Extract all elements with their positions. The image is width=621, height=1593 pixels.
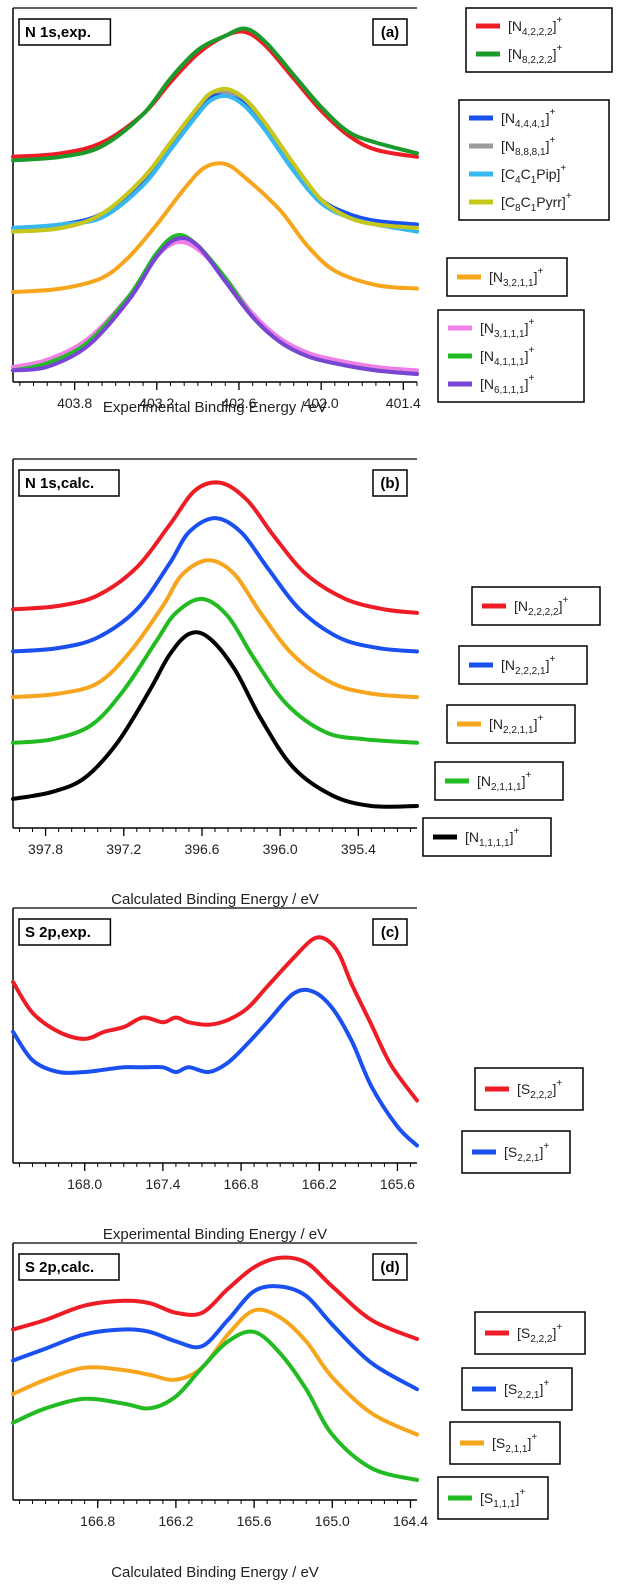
panel-tag-box <box>18 18 112 46</box>
panel-2: 397.8 397.2 396.6 396.0 395.4 Calculated Bind… <box>11 458 601 908</box>
series-line-orange <box>11 558 419 700</box>
x-tick-label: 397.8 <box>28 841 63 857</box>
panel-tag-box <box>18 1253 120 1281</box>
legend-label-3-0-0: [S2,2,2]+ <box>517 1078 562 1101</box>
x-axis-label: Experimental Binding Energy / eV <box>103 399 327 416</box>
panel-tag: S 2p,calc. <box>25 1259 94 1276</box>
x-tick-label: 397.2 <box>106 841 141 857</box>
series-line-green <box>11 1329 419 1482</box>
x-tick-label: 395.4 <box>341 841 376 857</box>
x-axis-label: Calculated Binding Energy / eV <box>111 891 319 908</box>
legend-label-2-3-0: [N2,1,1,1]+ <box>477 770 531 793</box>
legend-box-4-3 <box>437 1476 549 1520</box>
panel-letter: (a) <box>381 24 399 41</box>
series-line-orange <box>11 161 419 295</box>
x-tick-label: 167.4 <box>145 1176 180 1192</box>
legend-label-1-1-3: [C8C1Pyrr]+ <box>501 191 572 214</box>
x-tick-label: 403.8 <box>57 395 92 411</box>
panel-1: 403.8 403.2 402.6 402.0 401.4 Experimental Bi… <box>11 7 613 416</box>
legend-label-3-1-0: [S2,2,1]+ <box>504 1141 549 1164</box>
legend-label-1-0-1: [N8,2,2,2]+ <box>508 43 562 66</box>
series-line-red <box>11 480 419 615</box>
panel-letter-box <box>372 469 408 497</box>
panel-letter: (d) <box>380 1259 399 1276</box>
x-tick-label: 168.0 <box>67 1176 102 1192</box>
legend-box-1-0 <box>465 7 613 73</box>
legend-label-2-0-0: [N2,2,2,2]+ <box>514 595 568 618</box>
legend-label-4-3-0: [S1,1,1]+ <box>480 1487 525 1510</box>
legend-box-3-0 <box>474 1067 584 1111</box>
series-line-green <box>11 596 419 745</box>
legend-label-4-0-0: [S2,2,2]+ <box>517 1322 562 1345</box>
x-tick-label: 165.6 <box>237 1513 272 1529</box>
legend-label-2-2-0: [N2,2,1,1]+ <box>489 713 543 736</box>
panel-tag-box <box>18 918 112 946</box>
x-tick-label: 166.8 <box>224 1176 259 1192</box>
panel-4: 166.8 166.2 165.6 165.0 164.4 Calculated Bind… <box>11 1242 586 1581</box>
legend-label-4-1-0: [S2,2,1]+ <box>504 1378 549 1401</box>
panel-letter: (b) <box>380 475 399 492</box>
x-tick-label: 165.6 <box>380 1176 415 1192</box>
series-line-black <box>11 630 419 809</box>
legend-box-2-4 <box>422 817 552 857</box>
panel-letter-box <box>372 18 408 46</box>
legend-label-4-2-0: [S2,1,1]+ <box>492 1432 537 1455</box>
x-tick-label: 402.0 <box>304 395 339 411</box>
legend-label-1-3-0: [N3,1,1,1]+ <box>480 317 534 340</box>
series-line-blue <box>11 90 419 230</box>
x-tick-label: 396.0 <box>263 841 298 857</box>
series-line-orange <box>11 1307 419 1437</box>
x-tick-label: 402.6 <box>221 395 256 411</box>
series-line-olive <box>11 86 419 234</box>
panel-tag: N 1s,calc. <box>25 475 94 492</box>
legend-label-2-4-0: [N1,1,1,1]+ <box>465 826 519 849</box>
series-line-red <box>11 1255 419 1341</box>
x-tick-label: 166.8 <box>80 1513 115 1529</box>
panel-3: 168.0 167.4 166.8 166.2 165.6 Experimental Bi… <box>11 907 584 1243</box>
series-line-green <box>11 233 419 376</box>
x-axis-label: Calculated Binding Energy / eV <box>111 1564 319 1581</box>
legend-label-1-2-0: [N3,2,1,1]+ <box>489 266 543 289</box>
panel-tag: S 2p,exp. <box>25 924 91 941</box>
legend-label-1-1-2: [C4C1Pip]+ <box>501 163 566 186</box>
legend-label-1-3-2: [N6,1,1,1]+ <box>480 373 534 396</box>
series-line-blue <box>11 516 419 654</box>
legend-label-1-1-1: [N8,8,8,1]+ <box>501 135 555 158</box>
x-tick-label: 403.2 <box>139 395 174 411</box>
panel-letter-box <box>372 918 408 946</box>
x-tick-label: 164.4 <box>393 1513 428 1529</box>
series-line-blue <box>11 1284 419 1392</box>
x-tick-label: 165.0 <box>315 1513 350 1529</box>
legend-label-1-1-0: [N4,4,4,1]+ <box>501 107 555 130</box>
legend-label-2-1-0: [N2,2,2,1]+ <box>501 654 555 677</box>
x-tick-label: 166.2 <box>158 1513 193 1529</box>
series-line-purple <box>11 236 419 376</box>
x-tick-label: 401.4 <box>386 395 421 411</box>
legend-label-1-0-0: [N4,2,2,2]+ <box>508 15 562 38</box>
panel-letter: (c) <box>381 924 399 941</box>
series-line-blue <box>11 987 419 1148</box>
series-line-green_dark <box>11 26 419 163</box>
x-axis-label: Experimental Binding Energy / eV <box>103 1226 327 1243</box>
panel-tag-box <box>18 469 120 497</box>
x-tick-label: 166.2 <box>302 1176 337 1192</box>
series-line-red <box>11 935 419 1103</box>
legend-label-1-3-1: [N4,1,1,1]+ <box>480 345 534 368</box>
panel-letter-box <box>372 1253 408 1281</box>
panel-tag: N 1s,exp. <box>25 24 91 41</box>
x-tick-label: 396.6 <box>184 841 219 857</box>
series-line-gray <box>11 89 419 234</box>
